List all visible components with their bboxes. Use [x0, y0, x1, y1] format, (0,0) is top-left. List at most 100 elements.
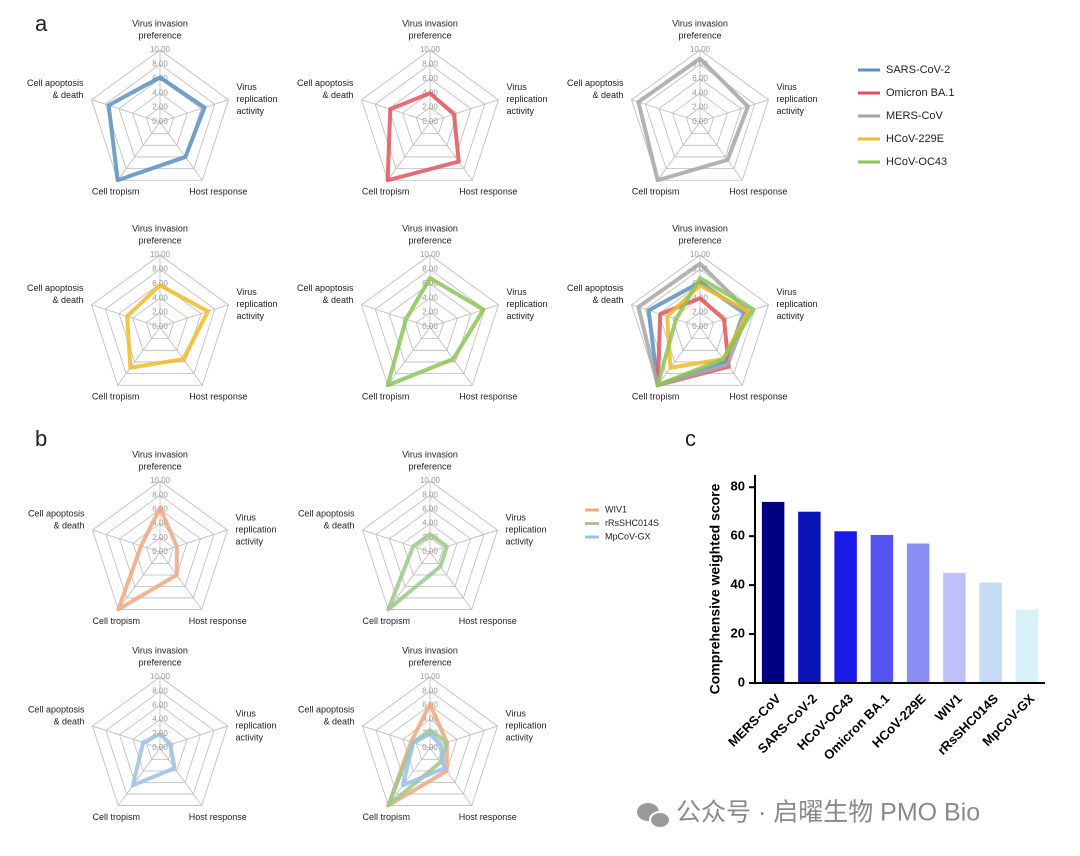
tick-label: 6.00 — [422, 505, 438, 514]
axis-label: replication — [236, 94, 277, 104]
axis-label: replication — [776, 299, 817, 309]
tick-label: 0.00 — [422, 547, 438, 556]
tick-label: 10.00 — [690, 250, 711, 259]
grid-ring — [145, 107, 175, 135]
tick-label: 4.00 — [422, 715, 438, 724]
spoke — [117, 121, 161, 181]
axis-label: replication — [236, 720, 277, 730]
spoke — [92, 725, 161, 749]
grid-ring — [415, 107, 445, 135]
tick-label: 6.00 — [422, 279, 438, 288]
spoke — [159, 99, 229, 123]
axis-label: activity — [506, 106, 534, 116]
tick-label: 4.00 — [152, 293, 168, 302]
axis-label: replication — [776, 94, 817, 104]
tick-label: 0.00 — [692, 322, 708, 331]
spoke — [631, 99, 701, 123]
axis-label: preference — [138, 235, 181, 245]
axis-label: Virus — [236, 82, 257, 92]
axis-label: Host response — [459, 616, 517, 626]
grid-ring — [415, 312, 445, 340]
spoke — [362, 529, 431, 553]
axis-label: Host response — [189, 812, 247, 822]
axis-label: Virus invasion — [132, 223, 188, 233]
axis-label: activity — [236, 536, 264, 546]
spoke — [699, 326, 743, 386]
series-polygon — [386, 701, 449, 808]
series-polygon — [655, 276, 756, 388]
spoke — [387, 326, 431, 386]
axis-label: Virus invasion — [672, 18, 728, 28]
tick-label: 4.00 — [422, 519, 438, 528]
tick-label: 10.00 — [420, 476, 441, 485]
panel-label: a — [35, 11, 48, 36]
axis-label: activity — [506, 536, 534, 546]
axis-label: & death — [323, 716, 354, 726]
axis-label: Cell apoptosis — [297, 78, 354, 88]
tick-label: 6.00 — [152, 701, 168, 710]
axis-label: activity — [506, 311, 534, 321]
tick-label: 8.00 — [422, 490, 438, 499]
axis-label: & death — [53, 520, 84, 530]
axis-label: preference — [678, 235, 721, 245]
bar — [798, 511, 821, 683]
bar — [906, 543, 930, 683]
axis-label: activity — [236, 311, 264, 321]
axis-label: Virus invasion — [402, 449, 458, 459]
axis-label: Cell tropism — [362, 187, 410, 197]
panel-label: c — [685, 426, 696, 451]
axis-label: Virus — [776, 287, 797, 297]
bar — [979, 582, 1002, 683]
tick-label: 8.00 — [422, 60, 438, 69]
grid-ring — [132, 523, 188, 576]
tick-label: 10.00 — [150, 476, 171, 485]
spoke — [387, 551, 431, 610]
tick-label: 2.00 — [692, 103, 708, 112]
spoke — [92, 529, 161, 553]
axis-label: Host response — [459, 392, 517, 402]
tick-label: 6.00 — [422, 74, 438, 83]
spoke — [117, 551, 161, 610]
tick-label: 0.00 — [152, 547, 168, 556]
axis-label: Cell tropism — [93, 812, 141, 822]
grid-ring — [375, 494, 485, 599]
tick-label: 10.00 — [690, 45, 711, 54]
grid-ring — [416, 537, 444, 564]
grid-ring — [362, 676, 498, 806]
axis-label: Host response — [459, 187, 517, 197]
axis-label: Cell tropism — [92, 187, 140, 197]
axis-label: activity — [236, 732, 264, 742]
spoke — [387, 121, 431, 181]
bar — [834, 531, 857, 683]
grid-ring — [685, 107, 715, 135]
y-tick-label: 40 — [731, 577, 745, 592]
series-polygon — [130, 731, 177, 788]
tick-label: 10.00 — [420, 45, 441, 54]
spoke — [361, 99, 431, 123]
grid-ring — [132, 719, 188, 772]
grid-ring — [374, 268, 486, 374]
axis-label: & death — [53, 716, 84, 726]
axis-label: Host response — [459, 812, 517, 822]
axis-label: & death — [322, 90, 353, 100]
spoke — [387, 747, 431, 806]
grid-ring — [388, 78, 472, 158]
wechat-icon — [637, 803, 671, 829]
tick-label: 8.00 — [692, 60, 708, 69]
axis-label: Virus invasion — [672, 223, 728, 233]
grid-ring — [91, 49, 229, 181]
axis-label: preference — [408, 657, 451, 667]
axis-label: Virus — [506, 708, 527, 718]
spoke — [699, 99, 769, 123]
grid-ring — [119, 704, 201, 783]
tick-label: 4.00 — [422, 293, 438, 302]
axis-label: Virus invasion — [132, 449, 188, 459]
axis-label: replication — [236, 524, 277, 534]
tick-label: 8.00 — [422, 265, 438, 274]
grid-ring — [672, 92, 728, 146]
grid-ring — [685, 312, 715, 340]
tick-label: 10.00 — [150, 672, 171, 681]
